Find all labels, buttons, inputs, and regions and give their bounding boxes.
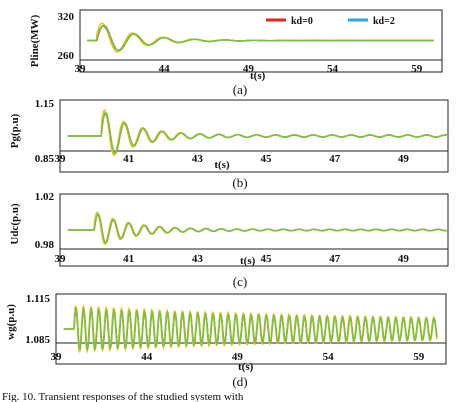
x-axis-label: t(s) xyxy=(238,361,254,373)
tick-labels: 39 41 43 45 47 49 1.15 0.85 xyxy=(35,98,410,165)
x-tick-label: 47 xyxy=(329,253,341,265)
legend-label-kd0: kd=0 xyxy=(291,16,313,27)
tick-labels: 39 41 43 45 47 49 1.02 0.98 xyxy=(35,191,410,265)
x-tick-label: 45 xyxy=(261,153,273,165)
series-kd0-red xyxy=(67,111,449,155)
y-axis-label: Udc(p.u) xyxy=(9,203,21,245)
y-axis-label: Pline(MW) xyxy=(29,14,41,67)
x-tick-label: 49 xyxy=(398,153,410,165)
series-curves xyxy=(67,108,449,157)
x-tick-label: 39 xyxy=(75,63,87,75)
x-tick-label: 41 xyxy=(123,253,134,265)
figure-footer-text: Fig. 10. Transient responses of the stud… xyxy=(2,391,244,402)
x-tick-label: 59 xyxy=(413,351,425,363)
x-tick-label: 49 xyxy=(398,253,410,265)
y-axis-label: Pg(p.u) xyxy=(9,113,21,148)
x-tick-label: 49 xyxy=(232,351,244,363)
x-tick-label: 43 xyxy=(192,153,204,165)
x-tick-label: 54 xyxy=(327,63,339,75)
y-tick-label: 320 xyxy=(58,11,75,23)
x-tick-label: 39 xyxy=(51,351,63,363)
series-green xyxy=(67,112,449,154)
tick-labels: 39 44 49 54 59 320 260 xyxy=(58,11,423,75)
x-tick-label: 59 xyxy=(411,63,423,75)
legend-label-kd2: kd=2 xyxy=(373,16,395,27)
x-tick-label: 39 xyxy=(55,153,67,165)
panel-a: Pline(MW) t(s) 39 44 49 54 59 320 260 kd=0 kd=… xyxy=(29,9,443,97)
x-axis-label: t(s) xyxy=(214,159,230,171)
x-tick-label: 43 xyxy=(192,253,204,265)
series-curves xyxy=(87,22,434,53)
series-green xyxy=(87,24,434,52)
series-curves xyxy=(67,211,449,246)
x-tick-label: 54 xyxy=(323,351,335,363)
series-green xyxy=(67,213,449,244)
series-yellow xyxy=(67,108,449,157)
y-tick-label: 0.85 xyxy=(35,153,55,165)
panel-b: Pg(p.u) t(s) 39 41 43 45 47 49 1.15 0.85 (b) xyxy=(9,98,449,190)
x-tick-label: 47 xyxy=(329,153,341,165)
x-tick-label: 39 xyxy=(55,253,67,265)
series-curves xyxy=(63,303,438,355)
x-tick-label: 44 xyxy=(141,351,153,363)
tick-labels: 39 44 49 54 59 1.115 1.085 xyxy=(25,293,425,363)
y-tick-label: 1.115 xyxy=(26,293,51,305)
y-tick-label: 1.02 xyxy=(35,191,55,203)
x-tick-label: 45 xyxy=(261,253,273,265)
series-kd2-blue xyxy=(67,113,449,154)
series-green xyxy=(63,306,438,352)
x-tick-label: 44 xyxy=(159,63,171,75)
panel-caption: (b) xyxy=(232,175,247,190)
legend: kd=0 kd=2 xyxy=(266,16,395,27)
y-tick-label: 1.085 xyxy=(25,334,50,346)
x-tick-label: 49 xyxy=(243,63,255,75)
plot-frame xyxy=(59,193,449,267)
panel-caption: (c) xyxy=(233,274,247,289)
x-axis-label: t(s) xyxy=(240,255,256,267)
x-axis-label: t(s) xyxy=(250,70,266,82)
y-axis-label: wg(p.u) xyxy=(5,304,17,340)
panel-caption: (a) xyxy=(233,82,247,97)
panel-c: Udc(p.u) t(s) 39 41 43 45 47 49 1.02 0.98 (c) xyxy=(9,191,449,289)
plot-frame xyxy=(55,293,447,365)
x-tick-label: 41 xyxy=(123,153,134,165)
panel-d: wg(p.u) t(s) 39 44 49 54 59 1.115 1.085 (d) xyxy=(5,293,447,389)
plot-frame xyxy=(79,9,443,73)
y-tick-label: 0.98 xyxy=(35,239,55,251)
y-tick-label: 260 xyxy=(58,50,75,62)
y-tick-label: 1.15 xyxy=(35,98,55,110)
plot-frame xyxy=(59,99,449,173)
panel-caption: (d) xyxy=(232,374,247,389)
